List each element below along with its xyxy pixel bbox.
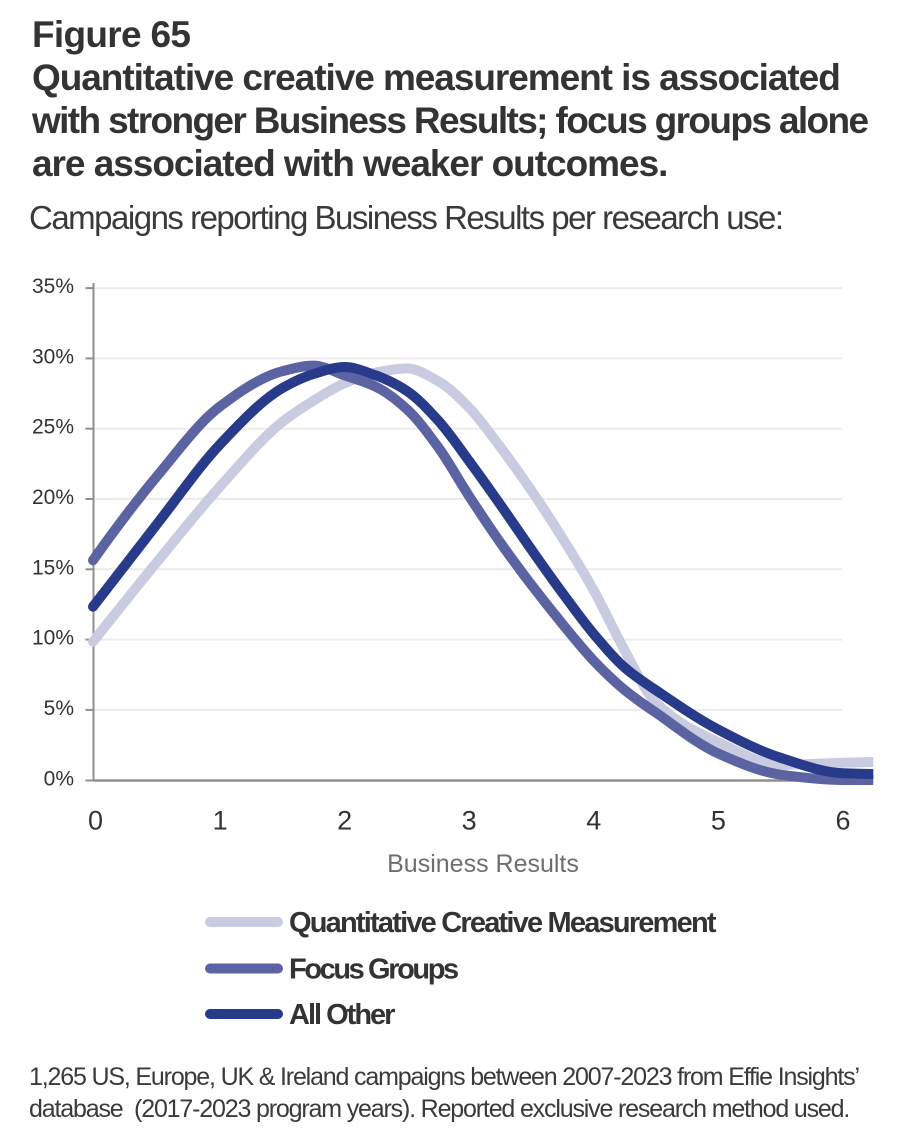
svg-text:3: 3 bbox=[462, 806, 477, 836]
svg-text:4: 4 bbox=[586, 806, 601, 836]
svg-text:1: 1 bbox=[213, 806, 228, 836]
svg-text:0: 0 bbox=[88, 806, 103, 836]
svg-text:0%: 0% bbox=[44, 768, 74, 791]
svg-text:2: 2 bbox=[337, 806, 352, 836]
svg-text:30%: 30% bbox=[32, 345, 74, 368]
svg-text:5: 5 bbox=[711, 806, 726, 836]
svg-text:5%: 5% bbox=[44, 697, 74, 720]
svg-text:6: 6 bbox=[835, 806, 850, 836]
svg-text:35%: 35% bbox=[32, 275, 74, 298]
svg-text:Focus Groups: Focus Groups bbox=[289, 954, 458, 986]
svg-text:25%: 25% bbox=[32, 416, 74, 439]
svg-text:Business Results: Business Results bbox=[387, 850, 579, 878]
svg-text:10%: 10% bbox=[32, 627, 74, 650]
svg-text:All Other: All Other bbox=[289, 999, 395, 1031]
svg-text:15%: 15% bbox=[32, 556, 74, 579]
svg-text:20%: 20% bbox=[32, 486, 74, 509]
svg-text:Quantitative Creative Measurem: Quantitative Creative Measurement bbox=[289, 907, 717, 939]
